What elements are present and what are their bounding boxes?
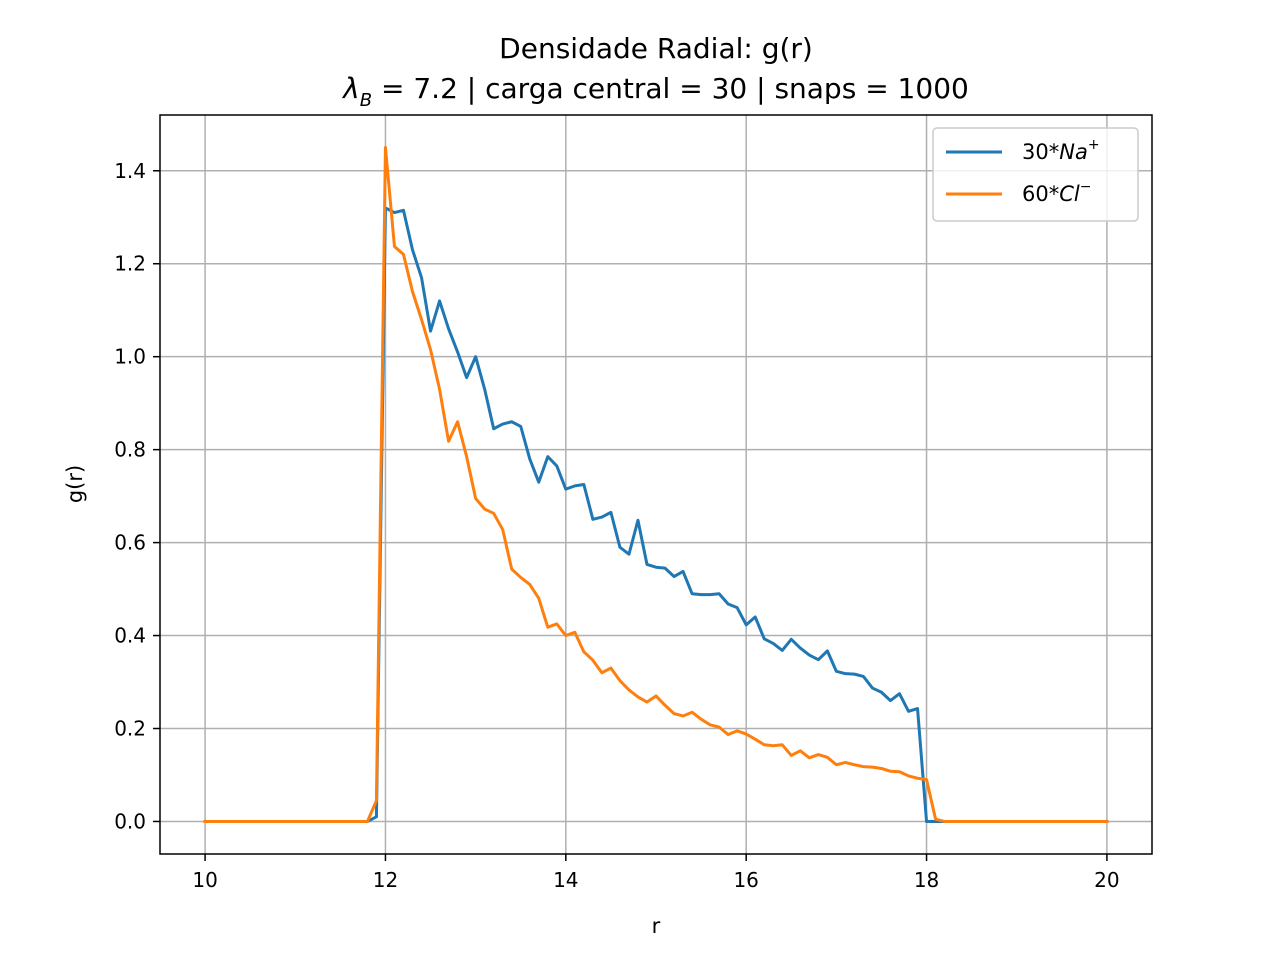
legend-label-cl: 60*Cl− bbox=[1022, 179, 1091, 206]
x-tick-label: 10 bbox=[192, 868, 217, 892]
plot-area bbox=[203, 146, 1109, 823]
x-tick-label: 18 bbox=[914, 868, 939, 892]
chart-title: Densidade Radial: g(r) bbox=[499, 32, 813, 65]
y-axis-label: g(r) bbox=[63, 465, 87, 503]
y-tick-label: 1.0 bbox=[114, 345, 146, 369]
y-tick-label: 0.8 bbox=[114, 438, 146, 462]
legend: 30*Na+ 60*Cl− bbox=[932, 127, 1139, 222]
y-tick-label: 1.4 bbox=[114, 159, 146, 183]
y-tick-label: 0.4 bbox=[114, 624, 146, 648]
y-tick-label: 0.0 bbox=[114, 809, 146, 833]
x-tick-label: 14 bbox=[553, 868, 578, 892]
chart-subtitle: λB = 7.2 | carga central = 30 | snaps = … bbox=[341, 72, 969, 111]
y-tick-label: 0.2 bbox=[114, 717, 146, 741]
y-tick-label: 1.2 bbox=[114, 252, 146, 276]
series-line-na bbox=[203, 206, 1109, 823]
grid bbox=[160, 115, 1152, 854]
plot-frame bbox=[159, 114, 1153, 855]
y-tick-label: 0.6 bbox=[114, 531, 146, 555]
x-tick-label: 12 bbox=[373, 868, 398, 892]
series-line-cl bbox=[203, 146, 1109, 823]
axes-ticks: 10 12 14 16 18 20 0.0 0.2 0.4 0.6 0.8 1.0 1.2 1.4 bbox=[114, 159, 1119, 892]
x-axis-label: r bbox=[652, 914, 661, 938]
x-tick-label: 20 bbox=[1094, 868, 1119, 892]
x-tick-label: 16 bbox=[733, 868, 758, 892]
legend-label-na: 30*Na+ bbox=[1022, 137, 1100, 164]
